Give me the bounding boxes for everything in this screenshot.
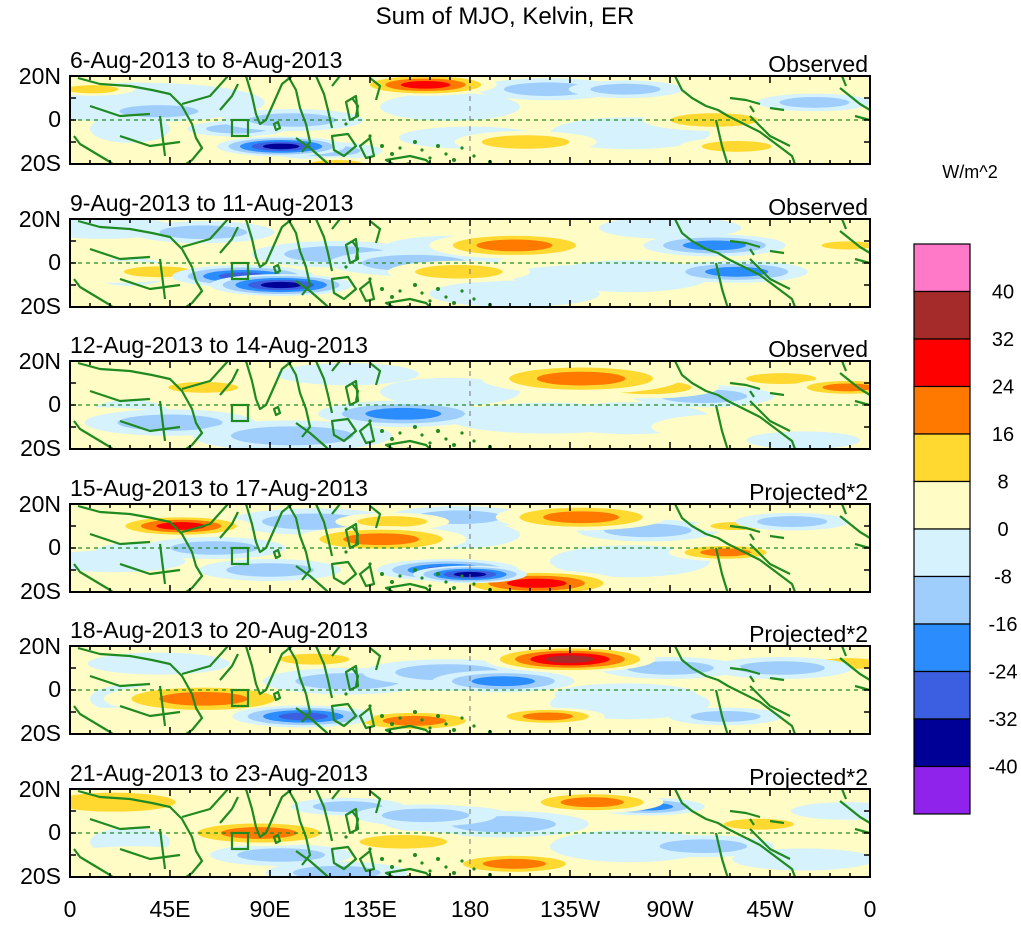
colorbar: W/m^2 40 32 24 16 8 0 -8 -16 -24 -32 -40 [913, 162, 1018, 815]
region-box [230, 118, 250, 138]
colorbar-level-label: 16 [992, 424, 1014, 446]
colorbar-swatch [913, 290, 971, 340]
anomaly-field [70, 504, 870, 592]
colorbar-swatch [913, 243, 971, 293]
map-panels: 6-Aug-2013 to 8-Aug-2013 Observed20N020S9… [19, 47, 871, 889]
longitude-axis: 0 45E 90E 135E 180 135W 90W 45W 0 [64, 896, 877, 922]
latitude-label: 0 [48, 819, 61, 845]
figure-title: Sum of MJO, Kelvin, ER [376, 3, 635, 30]
longitude-label: 45W [746, 896, 794, 921]
panel-status: Observed [768, 51, 868, 77]
colorbar-swatch [913, 623, 971, 673]
latitude-label: 20S [20, 150, 61, 176]
colorbar-swatch [913, 338, 971, 388]
panel-status: Observed [768, 194, 868, 220]
longitude-label: 135W [540, 896, 600, 921]
map-panel: 18-Aug-2013 to 20-Aug-2013 Projected*2 20N… [19, 617, 871, 746]
colorbar-level-label: 32 [992, 329, 1014, 351]
latitude-label: 20N [19, 63, 61, 89]
longitude-label: 0 [864, 896, 877, 921]
longitude-label: 135E [343, 896, 397, 921]
latitude-label: 20N [19, 633, 61, 659]
longitude-label: 180 [451, 896, 489, 921]
colorbar-level-label: -16 [989, 614, 1018, 636]
colorbar-swatch [913, 575, 971, 625]
latitude-label: 0 [48, 249, 61, 275]
colorbar-swatch [913, 480, 971, 530]
latitude-label: 0 [48, 676, 61, 702]
map-panel: 9-Aug-2013 to 11-Aug-2013 Observed 20N 0 20S [19, 190, 871, 319]
colorbar-level-label: -24 [989, 662, 1018, 684]
latitude-label: 20S [20, 863, 61, 889]
panel-date-range: 21-Aug-2013 to 23-Aug-2013 [70, 760, 368, 786]
colorbar-swatch [913, 433, 971, 483]
anomaly-field [70, 361, 870, 449]
colorbar-swatch [913, 385, 971, 435]
panel-status: Projected*2 [749, 621, 868, 647]
colorbar-swatch [913, 765, 971, 815]
latitude-label: 20S [20, 293, 61, 319]
anomaly-field [70, 789, 870, 877]
longitude-label: 45E [150, 896, 191, 921]
map-panel: 6-Aug-2013 to 8-Aug-2013 Observed 20N 0 20S [19, 47, 871, 176]
anomaly-field [70, 76, 870, 164]
latitude-label: 20N [19, 491, 61, 517]
colorbar-level-label: 8 [997, 472, 1008, 494]
panel-date-range: 6-Aug-2013 to 8-Aug-2013 [70, 47, 342, 73]
panel-status: Projected*2 [749, 479, 868, 505]
panel-status: Observed [768, 336, 868, 362]
panel-date-range: 15-Aug-2013 to 17-Aug-2013 [70, 475, 368, 501]
map-panel: 12-Aug-2013 to 14-Aug-2013 Observed 20N 0 20… [19, 332, 871, 461]
colorbar-swatch [913, 528, 971, 578]
colorbar-swatch [913, 670, 971, 720]
latitude-label: 20N [19, 206, 61, 232]
latitude-label: 20S [20, 578, 61, 604]
panel-date-range: 18-Aug-2013 to 20-Aug-2013 [70, 617, 368, 643]
region-box [230, 261, 250, 281]
latitude-label: 20N [19, 348, 61, 374]
longitude-label: 90W [646, 896, 694, 921]
colorbar-swatch [913, 718, 971, 768]
longitude-label: 0 [64, 896, 77, 921]
panel-status: Projected*2 [749, 764, 868, 790]
map-panel: 15-Aug-2013 to 17-Aug-2013 Projected*2 20N… [19, 475, 871, 604]
colorbar-level-label: -32 [989, 709, 1018, 731]
map-panel: 21-Aug-2013 to 23-Aug-2013 Projected*2 20N… [19, 760, 871, 889]
latitude-label: 0 [48, 106, 61, 132]
colorbar-level-label: -8 [994, 567, 1012, 589]
latitude-label: 20N [19, 776, 61, 802]
colorbar-level-label: -40 [989, 757, 1018, 779]
colorbar-level-label: 0 [997, 519, 1008, 541]
latitude-label: 20S [20, 435, 61, 461]
colorbar-units: W/m^2 [942, 162, 997, 182]
region-box [230, 546, 250, 566]
region-box [230, 688, 250, 708]
panel-date-range: 9-Aug-2013 to 11-Aug-2013 [70, 190, 353, 216]
colorbar-level-label: 40 [992, 282, 1014, 304]
region-box [230, 403, 250, 423]
colorbar-level-label: 24 [992, 377, 1014, 399]
region-box [230, 831, 250, 851]
anomaly-field [70, 646, 870, 734]
latitude-label: 0 [48, 391, 61, 417]
latitude-label: 20S [20, 720, 61, 746]
latitude-label: 0 [48, 534, 61, 560]
longitude-label: 90E [250, 896, 291, 921]
panel-date-range: 12-Aug-2013 to 14-Aug-2013 [70, 332, 368, 358]
